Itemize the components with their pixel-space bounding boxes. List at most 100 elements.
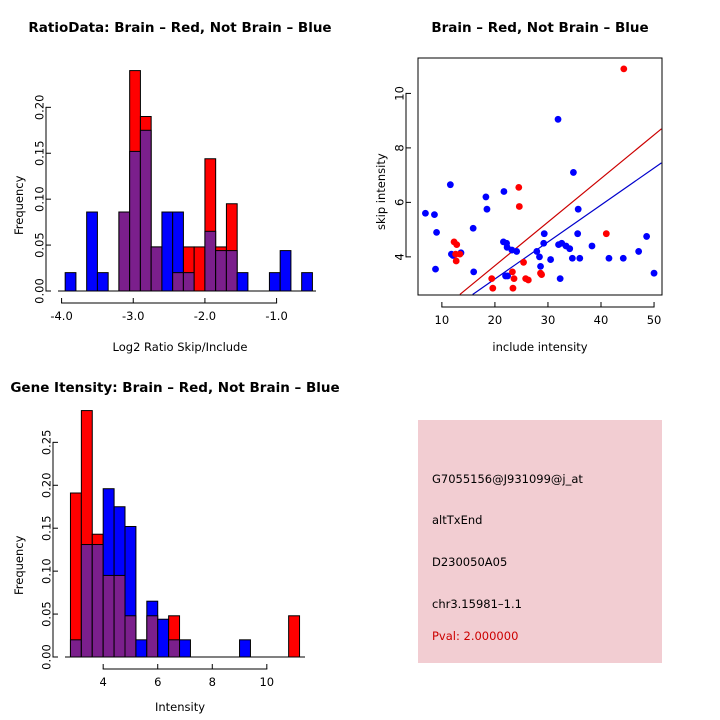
histogram-bar-overlap bbox=[182, 272, 195, 292]
y-tick-label: 0.05 bbox=[33, 232, 47, 258]
histogram-bar-overlap bbox=[113, 574, 126, 658]
scatter-point bbox=[570, 169, 577, 176]
x-tick-label: 40 bbox=[594, 313, 609, 327]
scatter-point bbox=[605, 254, 613, 262]
y-tick-label: 0.05 bbox=[40, 601, 54, 627]
histogram-bar-overlap bbox=[139, 129, 152, 292]
y-tick-label: 0.15 bbox=[40, 515, 54, 541]
regression-line bbox=[472, 162, 662, 295]
scatter-point bbox=[483, 205, 491, 213]
scatter-point bbox=[509, 268, 516, 276]
histogram-bar-overlap bbox=[124, 615, 137, 658]
x-tick-label: -1.0 bbox=[265, 309, 287, 323]
info-panel: G7055156@J931099@j_at altTxEnd D230050A0… bbox=[418, 420, 662, 663]
histogram-bar-overlap bbox=[225, 250, 238, 292]
y-tick-label: 0.10 bbox=[33, 186, 47, 212]
info-pval: Pval: 2.000000 bbox=[432, 629, 519, 643]
regression-line bbox=[459, 128, 662, 295]
gene-histogram-title: Gene Itensity: Brain – Red, Not Brain – … bbox=[10, 380, 340, 396]
scatter-point bbox=[509, 284, 517, 292]
info-event-type: altTxEnd bbox=[432, 513, 483, 527]
scatter-point bbox=[643, 233, 651, 240]
ratio-histogram-ylabel: Frequency bbox=[12, 175, 26, 235]
scatter-point bbox=[432, 265, 439, 273]
histogram-bar-overlap bbox=[102, 574, 115, 658]
histogram-bar bbox=[179, 639, 191, 658]
scatter-point bbox=[556, 275, 564, 283]
histogram-bar bbox=[96, 272, 109, 292]
scatter-point bbox=[422, 209, 429, 217]
scatter-point bbox=[574, 205, 582, 213]
ratio-histogram-xlabel: Log2 Ratio Skip/Include bbox=[112, 340, 248, 354]
x-tick-label: 10 bbox=[435, 313, 450, 327]
histogram-bar-overlap bbox=[129, 150, 141, 292]
y-tick-label: 0.25 bbox=[40, 430, 54, 456]
scatter-point bbox=[520, 258, 527, 266]
scatter-point bbox=[515, 183, 523, 191]
ratio-histogram-title: RatioData: Brain – Red, Not Brain – Blue bbox=[28, 20, 332, 36]
y-tick-label: 0.20 bbox=[40, 472, 54, 498]
histogram-bar-overlap bbox=[91, 544, 104, 658]
panel-gene-histogram: Gene Itensity: Brain – Red, Not Brain – … bbox=[0, 360, 360, 720]
scatter-point bbox=[456, 250, 464, 258]
x-tick-label: 50 bbox=[647, 313, 662, 327]
histogram-bar-overlap bbox=[80, 544, 93, 658]
scatter-point bbox=[538, 271, 545, 278]
scatter-canvas: 10 20 30 40 50 4 6 8 10 bbox=[393, 57, 663, 327]
gene-histogram-canvas: 4 6 8 10 0.00 0.05 0.10 0.15 0.20 0.25 bbox=[40, 410, 305, 689]
y-tick-label: 0.00 bbox=[40, 644, 54, 670]
y-tick-label: 4 bbox=[393, 253, 407, 260]
scatter-point bbox=[513, 248, 521, 255]
x-tick-label: 20 bbox=[488, 313, 503, 327]
scatter-point bbox=[515, 203, 523, 210]
scatter-point bbox=[547, 256, 555, 263]
scatter-point bbox=[453, 241, 461, 249]
histogram-bar bbox=[157, 618, 170, 658]
scatter-point bbox=[533, 248, 541, 255]
histogram-bar bbox=[64, 272, 77, 292]
histogram-bar bbox=[193, 246, 206, 292]
histogram-bar-overlap bbox=[146, 615, 159, 658]
histogram-bar bbox=[288, 615, 301, 658]
scatter-xlabel: include intensity bbox=[492, 340, 588, 354]
scatter-point bbox=[510, 275, 518, 283]
scatter-point bbox=[470, 268, 478, 276]
panel-scatter: Brain – Red, Not Brain – Blue 10 20 30 40 50… bbox=[360, 0, 720, 360]
gene-histogram-ylabel: Frequency bbox=[12, 535, 26, 595]
scatter-point bbox=[540, 239, 548, 247]
x-tick-label: 30 bbox=[541, 313, 556, 327]
y-tick-label: 0.00 bbox=[33, 278, 47, 304]
info-clone-id: D230050A05 bbox=[432, 555, 508, 569]
x-tick-label: 10 bbox=[259, 675, 274, 689]
scatter-point bbox=[446, 181, 454, 189]
scatter-point bbox=[452, 257, 460, 265]
x-tick-label: 4 bbox=[100, 675, 107, 689]
scatter-point bbox=[504, 272, 512, 280]
histogram-bar bbox=[86, 211, 98, 292]
scatter-point bbox=[469, 224, 477, 232]
scatter-point bbox=[524, 276, 532, 284]
histogram-bar bbox=[279, 250, 292, 292]
gene-histogram-xlabel: Intensity bbox=[154, 700, 206, 714]
scatter-point bbox=[554, 115, 562, 123]
x-tick-label: -3.0 bbox=[122, 309, 144, 323]
y-tick-label: 0.20 bbox=[33, 95, 47, 121]
scatter-point bbox=[431, 211, 438, 219]
histogram-bar bbox=[301, 272, 313, 292]
histogram-bar-overlap bbox=[69, 639, 82, 658]
histogram-bar-overlap bbox=[172, 272, 184, 292]
histogram-bar bbox=[239, 639, 251, 658]
info-locus: chr3.15981–1.1 bbox=[432, 597, 522, 611]
y-tick-label: 6 bbox=[393, 199, 407, 206]
scatter-point bbox=[488, 275, 496, 283]
ratio-histogram-canvas: -4.0 -3.0 -2.0 -1.0 0.00 0.05 0.10 0.15 0.20 bbox=[33, 70, 316, 323]
x-tick-label: -2.0 bbox=[194, 309, 216, 323]
x-tick-label: -4.0 bbox=[50, 309, 72, 323]
scatter-title: Brain – Red, Not Brain – Blue bbox=[431, 20, 649, 36]
histogram-bar-overlap bbox=[150, 246, 163, 292]
scatter-ylabel: skip intensity bbox=[374, 153, 388, 230]
histogram-bar-overlap bbox=[215, 250, 227, 292]
scatter-point bbox=[620, 65, 628, 73]
scatter-point bbox=[619, 254, 627, 262]
